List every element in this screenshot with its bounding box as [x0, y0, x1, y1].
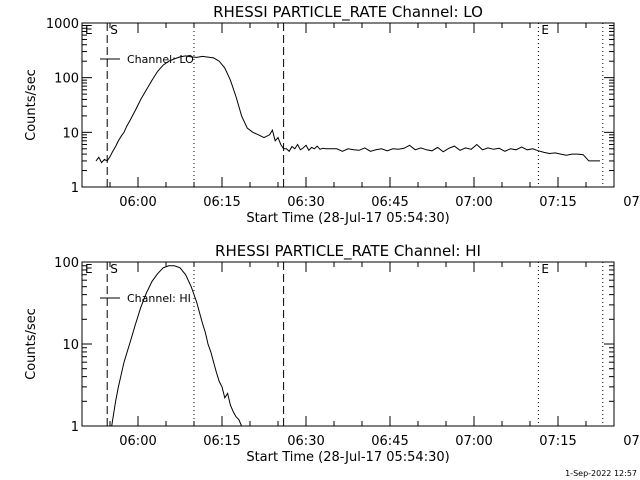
- x-tick-label: 06:15: [203, 195, 240, 210]
- x-tick-label: 06:30: [287, 434, 324, 449]
- marker-label: E: [541, 23, 549, 37]
- x-tick-label: 06:00: [119, 195, 156, 210]
- marker-label: S: [110, 23, 118, 37]
- y-axis-label: Counts/sec: [24, 69, 39, 141]
- y-tick-label: 10: [62, 126, 79, 141]
- x-axis-label: Start Time (28-Jul-17 05:54:30): [246, 211, 449, 226]
- y-tick-label: 100: [54, 256, 79, 271]
- panel-lo: RHESSI PARTICLE_RATE Channel: LO 1 10 100 10…: [24, 3, 640, 226]
- chart-title: RHESSI PARTICLE_RATE Channel: LO: [213, 3, 483, 22]
- x-axis-label: Start Time (28-Jul-17 05:54:30): [246, 450, 449, 465]
- marker-label: E: [85, 23, 93, 37]
- x-tick-label: 07:00: [455, 195, 492, 210]
- date-stamp: 1-Sep-2022 12:57: [565, 469, 637, 478]
- plot-frame: [81, 22, 615, 188]
- chart-title: RHESSI PARTICLE_RATE Channel: HI: [215, 242, 481, 261]
- series-line: [111, 265, 243, 427]
- x-tick-label: 06:00: [119, 434, 156, 449]
- y-tick-label: 1: [71, 420, 79, 435]
- legend-label: Channel: LO: [127, 53, 194, 66]
- x-tick-label: 07:00: [455, 434, 492, 449]
- marker-label: E: [85, 262, 93, 276]
- x-tick-label: 07:15: [539, 195, 576, 210]
- y-tick-label: 1000: [46, 17, 79, 32]
- x-tick-label: 07:30: [623, 195, 640, 210]
- y-tick-label: 100: [54, 72, 79, 87]
- series-line: [95, 55, 600, 164]
- x-tick-label: 07:15: [539, 434, 576, 449]
- x-tick-label: 06:15: [203, 434, 240, 449]
- legend-label: Channel: HI: [127, 292, 191, 305]
- plot-frame: [81, 261, 615, 427]
- x-tick-label: 07:30: [623, 434, 640, 449]
- y-tick-label: 1: [71, 181, 79, 196]
- x-tick-label: 06:45: [371, 195, 408, 210]
- x-tick-label: 06:45: [371, 434, 408, 449]
- x-tick-label: 06:30: [287, 195, 324, 210]
- y-axis-label: Counts/sec: [24, 308, 39, 380]
- panel-hi: RHESSI PARTICLE_RATE Channel: HI 1 10 100 06…: [24, 242, 640, 465]
- y-tick-label: 10: [62, 338, 79, 353]
- marker-label: E: [541, 262, 549, 276]
- marker-label: S: [110, 262, 118, 276]
